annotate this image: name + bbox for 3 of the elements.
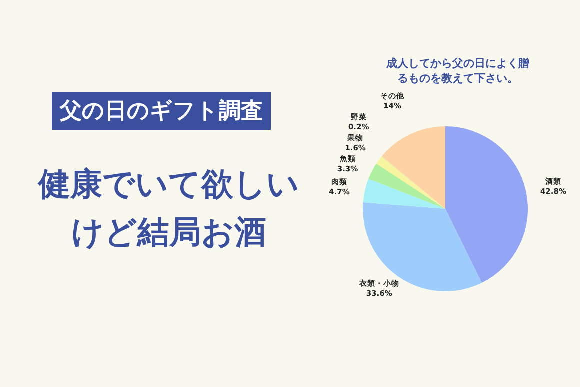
text: 健康でいて欲しいけど結局お酒 [36, 164, 300, 253]
chart-title: 成人してから父の日によく贈るものを教えて下さい。 [386, 56, 530, 86]
text: 父の日のギフト調査 [52, 92, 271, 130]
